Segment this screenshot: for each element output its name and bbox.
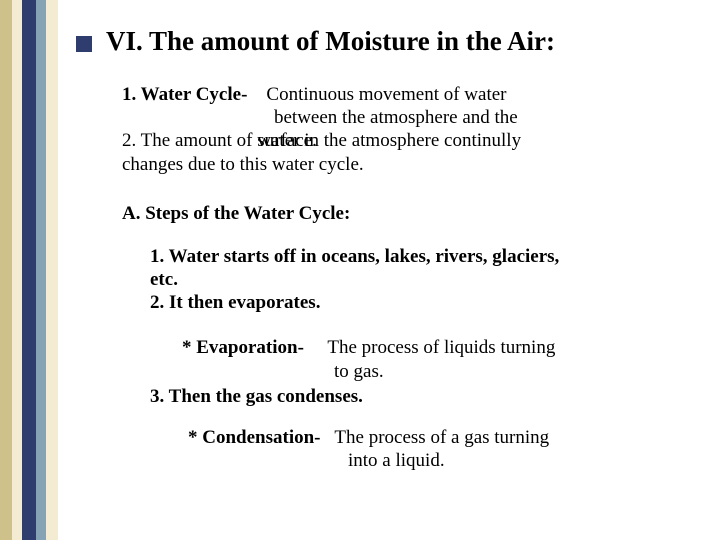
water-cycle-def-l2: between the atmosphere and the [122,106,700,129]
stripe-4 [36,0,46,540]
p2-post: the atmosphere continully [319,130,521,151]
water-cycle-def-l1: Continuous movement of water [266,84,506,105]
condensation-def-l2: into a liquid. [122,449,700,472]
step-2: 2. It then evaporates. [150,291,700,314]
slide-content: VI. The amount of Moisture in the Air: 1… [58,0,720,540]
condensation-def-l1: The process of a gas turning [334,427,549,448]
evaporation-def-l2: to gas. [122,360,700,383]
body-block: 1. Water Cycle- Continuous movement of w… [76,83,700,472]
paragraph-2: 2. The amount of surface.water in the at… [122,129,700,152]
step-3: 3. Then the gas condenses. [122,385,700,408]
stripe-2 [12,0,22,540]
stripe-3 [22,0,36,540]
overlap-text: surface.water in [257,129,319,152]
evaporation-row: * Evaporation- The process of liquids tu… [122,336,700,359]
slide-title: VI. The amount of Moisture in the Air: [106,26,555,57]
condensation-row: * Condensation- The process of a gas tur… [122,426,700,449]
stripe-1 [0,0,12,540]
condensation-term: * Condensation- [188,427,321,448]
p2-l2: changes due to this water cycle. [122,153,700,176]
bullet-square-icon [76,36,92,52]
evaporation-term: * Evaporation- [182,337,304,358]
title-row: VI. The amount of Moisture in the Air: [76,26,700,57]
decorative-sidebar [0,0,58,540]
stripe-5 [46,0,58,540]
steps-block: 1. Water starts off in oceans, lakes, ri… [122,245,700,315]
water-cycle-term: 1. Water Cycle- [122,84,247,105]
p2-pre: 2. The amount of [122,130,257,151]
step-1-l2: etc. [150,268,700,291]
overlap-behind: surface. [257,129,317,152]
section-a-heading: A. Steps of the Water Cycle: [122,202,700,225]
step-1-l1: 1. Water starts off in oceans, lakes, ri… [150,245,700,268]
paragraph-1: 1. Water Cycle- Continuous movement of w… [122,83,700,106]
evaporation-def-l1: The process of liquids turning [327,337,555,358]
